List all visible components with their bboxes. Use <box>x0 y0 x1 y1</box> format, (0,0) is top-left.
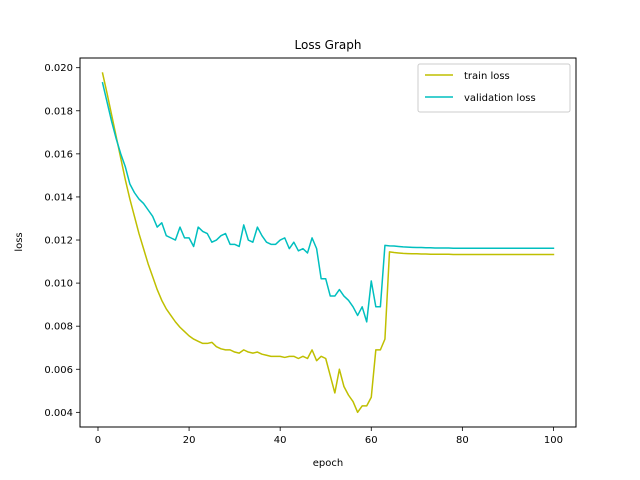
legend: train loss validation loss <box>417 63 571 113</box>
x-axis-label: epoch <box>313 458 343 469</box>
legend-label-train-loss: train loss <box>464 71 510 82</box>
y-axis-label: loss <box>14 232 25 251</box>
y-tick-label: 0.006 <box>44 365 73 376</box>
x-tick-label: 60 <box>365 435 378 446</box>
x-tick-label: 0 <box>95 435 101 446</box>
legend-box <box>417 63 571 113</box>
x-tick-label: 20 <box>183 435 196 446</box>
plot-lines <box>101 72 555 414</box>
y-tick-label: 0.018 <box>44 106 73 117</box>
plot-frame <box>79 57 577 428</box>
y-tick-label: 0.016 <box>44 149 73 160</box>
x-tick-label: 100 <box>544 435 563 446</box>
y-tick-label: 0.010 <box>44 279 73 290</box>
x-tick-label: 80 <box>456 435 469 446</box>
y-tick-label: 0.008 <box>44 322 73 333</box>
legend-label-validation-loss: validation loss <box>464 93 536 104</box>
y-tick-label: 0.004 <box>44 408 73 419</box>
x-axis-ticks: 0 20 40 60 80 100 <box>95 427 563 446</box>
series-line-validation-loss <box>101 81 555 323</box>
y-axis-ticks: 0.004 0.006 0.008 0.010 0.012 0.014 0.016 0.018… <box>44 63 80 419</box>
y-tick-label: 0.012 <box>44 236 73 247</box>
chart-title: Loss Graph <box>295 38 362 52</box>
series-line-train-loss <box>101 72 555 414</box>
x-tick-label: 40 <box>274 435 287 446</box>
y-tick-label: 0.014 <box>44 192 73 203</box>
y-tick-label: 0.020 <box>44 63 73 74</box>
